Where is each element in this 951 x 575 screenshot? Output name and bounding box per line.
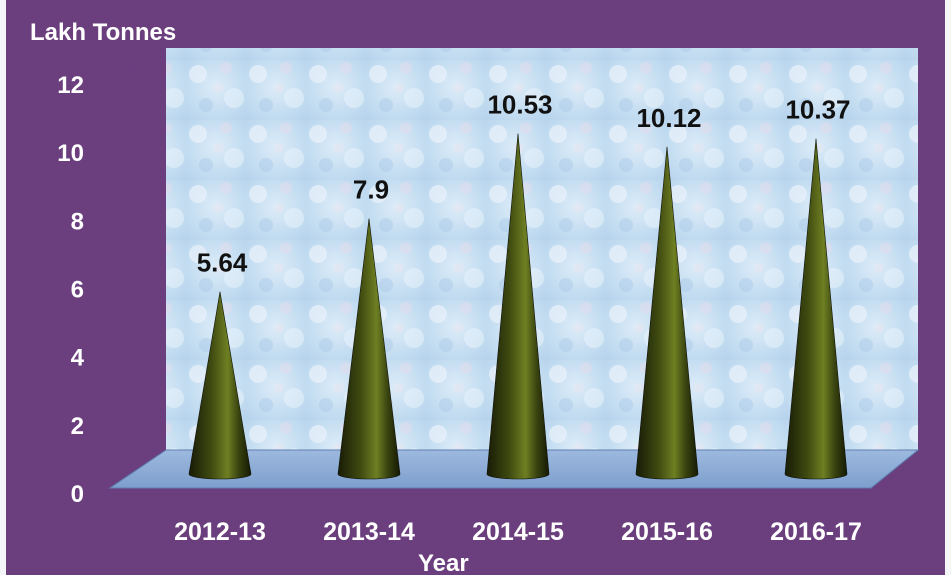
- cone-bar: [486, 133, 550, 480]
- cone-bar: [337, 218, 401, 480]
- data-label: 10.53: [487, 90, 552, 120]
- data-label: 10.37: [785, 95, 850, 125]
- y-tick-label: 12: [57, 72, 84, 99]
- plot-side-wall: [110, 48, 166, 488]
- x-axis-title: Year: [418, 550, 469, 575]
- data-label: 7.9: [353, 175, 389, 205]
- x-tick-label: 2012-13: [174, 518, 266, 546]
- y-axis-title: Lakh Tonnes: [30, 19, 176, 46]
- x-tick-label: 2015-16: [621, 518, 713, 546]
- x-tick-label: 2013-14: [323, 518, 415, 546]
- cone-bar: [188, 291, 252, 480]
- x-tick-label: 2014-15: [472, 518, 564, 546]
- cone-body: [337, 218, 401, 480]
- data-label: 10.12: [636, 103, 701, 133]
- cone-body: [188, 291, 252, 480]
- y-tick-label: 0: [71, 481, 84, 508]
- cone-body: [635, 146, 699, 480]
- cone-bar: [784, 138, 848, 480]
- y-axis: 0 2 4 6 8 10 12: [57, 72, 84, 508]
- plot-wall: [166, 48, 918, 450]
- y-tick-label: 4: [71, 345, 85, 372]
- data-label: 5.64: [197, 248, 248, 278]
- x-axis: 2012-13 2013-14 2014-15 2015-16 2016-17: [174, 518, 862, 546]
- x-tick-label: 2016-17: [770, 518, 862, 546]
- cone-body: [784, 138, 848, 480]
- cone-bar: [635, 146, 699, 480]
- y-tick-label: 6: [71, 277, 84, 304]
- y-tick-label: 10: [57, 140, 84, 167]
- data-labels: 5.64 7.9 10.53 10.12 10.37: [197, 90, 851, 278]
- y-tick-label: 2: [71, 413, 84, 440]
- cone-series: [188, 133, 848, 480]
- cone-body: [486, 133, 550, 480]
- cone-chart: Lakh Tonnes 0 2 4 6 8 10 12 5.64 7.9 10.53 10.12 1…: [30, 19, 920, 575]
- y-tick-label: 8: [71, 208, 84, 235]
